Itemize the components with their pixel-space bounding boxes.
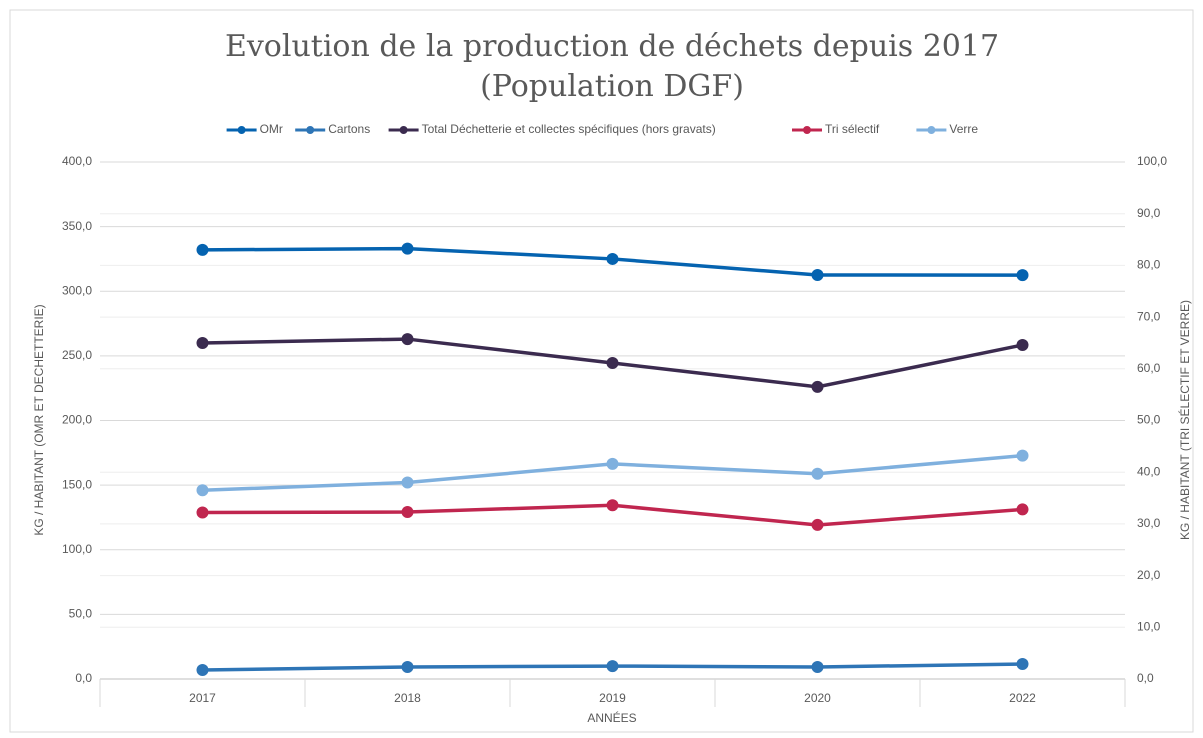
y-tick-label: 400,0 bbox=[62, 154, 92, 168]
data-point bbox=[606, 457, 619, 470]
y-tick-label: 0,0 bbox=[75, 671, 92, 685]
y2-tick-label: 0,0 bbox=[1137, 671, 1154, 685]
y2-tick-label: 10,0 bbox=[1137, 619, 1161, 633]
legend-marker bbox=[803, 126, 811, 134]
y2-tick-label: 70,0 bbox=[1137, 309, 1161, 323]
y2-tick-label: 50,0 bbox=[1137, 413, 1161, 427]
data-point bbox=[811, 268, 824, 281]
y-tick-label: 300,0 bbox=[62, 283, 92, 297]
y-tick-label: 150,0 bbox=[62, 477, 92, 491]
data-point bbox=[401, 476, 414, 489]
y-tick-label: 50,0 bbox=[69, 607, 93, 621]
legend-marker bbox=[306, 126, 315, 134]
x-tick-label: 2018 bbox=[394, 691, 421, 705]
x-tick-label: 2020 bbox=[804, 691, 831, 705]
data-point bbox=[401, 506, 414, 519]
x-tick-label: 2022 bbox=[1009, 691, 1036, 705]
y-tick-label: 100,0 bbox=[62, 542, 92, 556]
data-point bbox=[1016, 449, 1029, 462]
y2-axis-title: KG / HABITANT (TRI SÉLECTIF ET VERRE) bbox=[1177, 300, 1192, 540]
data-point bbox=[811, 467, 824, 480]
legend-marker bbox=[237, 126, 246, 134]
x-tick-label: 2019 bbox=[599, 691, 626, 705]
data-point bbox=[1016, 339, 1029, 352]
legend-label: Verre bbox=[949, 122, 978, 136]
x-axis-title: ANNÉES bbox=[587, 710, 636, 725]
y2-tick-label: 20,0 bbox=[1137, 568, 1161, 582]
y-tick-label: 350,0 bbox=[62, 219, 92, 233]
data-point bbox=[606, 660, 619, 673]
x-tick-label: 2017 bbox=[189, 691, 216, 705]
y2-tick-label: 100,0 bbox=[1137, 154, 1167, 168]
chart-title: Evolution de la production de déchets de… bbox=[225, 29, 999, 64]
y-tick-label: 250,0 bbox=[62, 348, 92, 362]
data-point bbox=[1016, 503, 1029, 516]
data-point bbox=[811, 518, 824, 531]
chart-frame bbox=[9, 9, 1194, 733]
data-point bbox=[1016, 658, 1029, 671]
data-point bbox=[401, 660, 414, 673]
data-point bbox=[196, 506, 209, 519]
data-point bbox=[401, 242, 414, 255]
chart-subtitle: (Population DGF) bbox=[480, 69, 744, 104]
data-point bbox=[811, 380, 824, 393]
data-point bbox=[606, 252, 619, 265]
legend-marker bbox=[927, 126, 936, 134]
y2-tick-label: 60,0 bbox=[1137, 361, 1161, 375]
data-point bbox=[401, 333, 414, 346]
y2-tick-label: 90,0 bbox=[1137, 206, 1161, 220]
data-point bbox=[196, 484, 209, 497]
legend-marker bbox=[399, 126, 408, 134]
y2-tick-label: 40,0 bbox=[1137, 464, 1161, 478]
y-tick-label: 200,0 bbox=[62, 413, 92, 427]
data-point bbox=[196, 336, 209, 349]
data-point bbox=[196, 243, 209, 256]
data-point bbox=[606, 356, 619, 369]
data-point bbox=[606, 499, 619, 512]
legend-label: Total Déchetterie et collectes spécifiqu… bbox=[422, 122, 716, 136]
y-axis-title: KG / HABITANT (OMR ET DECHETTERIE) bbox=[32, 304, 46, 535]
legend-label: Cartons bbox=[328, 122, 370, 136]
data-point bbox=[1016, 269, 1029, 282]
legend-label: Tri sélectif bbox=[825, 122, 880, 136]
data-point bbox=[811, 660, 824, 673]
data-point bbox=[196, 663, 209, 676]
y2-tick-label: 30,0 bbox=[1137, 516, 1161, 530]
y2-tick-label: 80,0 bbox=[1137, 258, 1161, 272]
legend-label: OMr bbox=[260, 122, 283, 136]
